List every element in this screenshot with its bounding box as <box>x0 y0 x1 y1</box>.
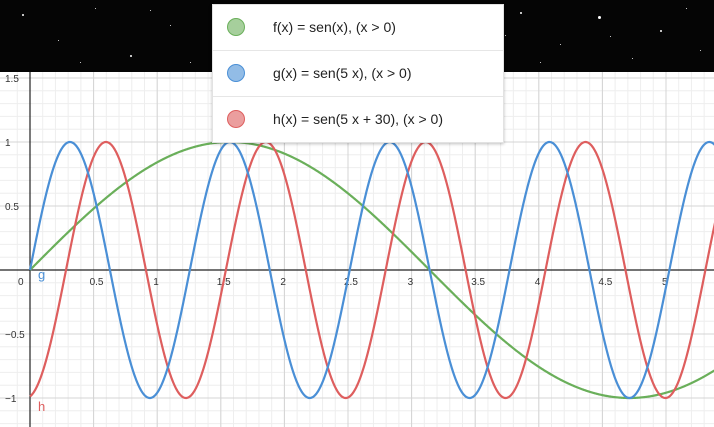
curves <box>28 140 714 400</box>
legend-item-h[interactable]: h(x) = sen(5 x + 30), (x > 0) <box>213 97 503 142</box>
y-tick-label: 0.5 <box>5 202 19 213</box>
star <box>660 30 662 32</box>
x-tick-label: 1 <box>153 277 159 288</box>
x-tick-label: 5 <box>662 277 668 288</box>
toggle-f-circle-icon[interactable] <box>227 18 245 36</box>
star <box>22 14 24 16</box>
curve-f <box>29 140 714 400</box>
curve-label-h: h <box>38 399 45 414</box>
star <box>632 58 633 59</box>
star <box>58 40 59 41</box>
star <box>80 62 81 63</box>
toggle-h-circle-icon[interactable] <box>227 110 245 128</box>
y-tick-label: 1.5 <box>5 74 19 85</box>
curve-h <box>29 140 714 400</box>
curve-g <box>28 140 714 400</box>
star <box>540 62 541 63</box>
star <box>520 12 522 14</box>
legend-label-g: g(x) = sen(5 x), (x > 0) <box>273 65 412 81</box>
x-tick-label: 4.5 <box>598 277 612 288</box>
grid-lines <box>0 72 714 427</box>
star <box>700 50 701 51</box>
x-tick-label: 0.5 <box>90 277 104 288</box>
star <box>560 44 561 45</box>
star <box>505 35 506 36</box>
legend-label-h: h(x) = sen(5 x + 30), (x > 0) <box>273 111 444 127</box>
star <box>610 36 611 37</box>
star <box>686 8 687 9</box>
tick-labels: 0 0.5 1 1.5 2 2.5 3 3.5 4 4.5 51.510.5−0.5−1 <box>5 74 668 405</box>
x-tick-label: 2 <box>280 277 286 288</box>
y-tick-label: −0.5 <box>5 330 25 341</box>
curve-label-g: g <box>38 267 45 282</box>
curve-labels: gh <box>38 267 45 414</box>
star <box>598 16 601 19</box>
toggle-g-circle-icon[interactable] <box>227 64 245 82</box>
y-tick-label: 1 <box>5 138 11 149</box>
algebra-legend: f(x) = sen(x), (x > 0) g(x) = sen(5 x), … <box>212 4 504 143</box>
star <box>170 25 171 26</box>
x-tick-label: 3 <box>408 277 414 288</box>
star <box>95 8 96 9</box>
star <box>190 62 191 63</box>
x-tick-label: 2.5 <box>344 277 358 288</box>
star <box>150 10 151 11</box>
legend-item-f[interactable]: f(x) = sen(x), (x > 0) <box>213 5 503 51</box>
y-tick-label: −1 <box>5 394 17 405</box>
x-tick-label: 3.5 <box>471 277 485 288</box>
axes <box>0 72 714 427</box>
legend-item-g[interactable]: g(x) = sen(5 x), (x > 0) <box>213 51 503 97</box>
x-tick-label: 0 <box>18 277 24 288</box>
star <box>130 55 132 57</box>
x-tick-label: 4 <box>535 277 541 288</box>
legend-label-f: f(x) = sen(x), (x > 0) <box>273 19 396 35</box>
